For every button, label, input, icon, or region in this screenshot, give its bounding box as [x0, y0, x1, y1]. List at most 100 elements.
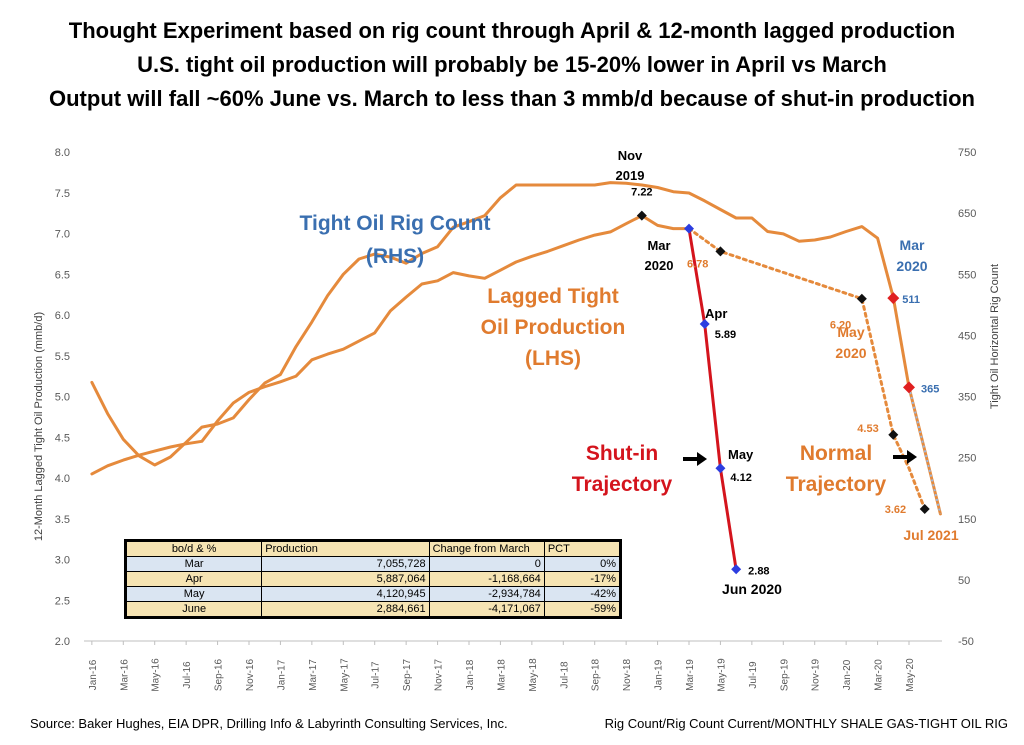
- chart-annotation: 2020: [835, 345, 866, 361]
- chart-annotation: May: [728, 447, 754, 462]
- x-tick-label: Jan-18: [465, 659, 476, 690]
- data-label: 5.89: [715, 329, 736, 341]
- chart-annotation: Normal: [800, 442, 872, 465]
- y2-tick-label: 650: [958, 208, 976, 220]
- data-label: 4.12: [730, 472, 751, 484]
- y2-tick-label: 250: [958, 453, 976, 465]
- y-tick-label: 5.5: [55, 351, 70, 363]
- table-cell: 0%: [543, 556, 622, 572]
- x-tick-label: Jul-18: [559, 661, 570, 689]
- x-tick-label: Jan-16: [88, 659, 99, 690]
- x-tick-label: Jan-17: [276, 659, 287, 690]
- x-tick-label: Mar-16: [119, 659, 130, 691]
- data-point-marker: [919, 503, 930, 514]
- chart-annotation: Jul 2021: [903, 527, 958, 543]
- chart-annotation: Trajectory: [572, 473, 673, 496]
- data-label: 3.62: [885, 504, 906, 516]
- normal-arrow-head: [907, 450, 917, 464]
- y-tick-label: 4.5: [55, 432, 70, 444]
- data-label: 2.88: [748, 565, 769, 577]
- x-tick-label: Mar-19: [685, 659, 696, 691]
- y-tick-label: 2.0: [55, 636, 70, 648]
- table-cell: -1,168,664: [428, 571, 545, 587]
- chart-annotation: Oil Production: [481, 316, 626, 339]
- data-label: 511: [902, 294, 920, 306]
- table-cell: PCT: [543, 540, 622, 557]
- table-cell: -42%: [543, 586, 622, 602]
- data-label: 4.53: [857, 423, 878, 435]
- table-cell: -17%: [543, 571, 622, 587]
- chart-annotation: May: [837, 324, 864, 340]
- chart-annotation: Nov: [618, 148, 643, 163]
- x-tick-label: May-16: [151, 658, 162, 692]
- x-tick-label: Sep-16: [214, 658, 225, 691]
- chart-annotation: (LHS): [525, 347, 581, 370]
- x-tick-label: May-20: [905, 658, 916, 692]
- table-cell: May: [124, 586, 263, 602]
- chart-annotation: 2020: [896, 258, 927, 274]
- production-line: [90, 181, 942, 516]
- x-tick-label: Jul-17: [371, 661, 382, 689]
- chart-annotation: Tight Oil Rig Count: [300, 212, 491, 235]
- chart-annotation: Mar: [900, 237, 925, 253]
- table-cell: -4,171,067: [428, 601, 545, 618]
- x-tick-label: May-17: [339, 658, 350, 692]
- data-point-marker: [699, 318, 710, 329]
- table-cell: -2,934,784: [428, 586, 545, 602]
- x-tick-label: Jul-16: [182, 661, 193, 689]
- y2-tick-label: 150: [958, 514, 976, 526]
- data-point-marker: [684, 223, 694, 234]
- shutin-arrow-head: [697, 452, 707, 466]
- chart-annotation: 2019: [616, 168, 645, 183]
- table-cell: 5,887,064: [261, 571, 430, 587]
- y-tick-label: 2.5: [55, 595, 70, 607]
- data-label: 7.22: [631, 187, 652, 199]
- table-row: June 2,884,661 -4,171,067 -59%: [124, 601, 622, 618]
- production-table: bo/d & % Production Change from March PCT Ma…: [124, 539, 622, 619]
- y2-tick-label: 350: [958, 392, 976, 404]
- data-point-marker: [888, 429, 899, 440]
- data-point-marker: [903, 381, 915, 394]
- x-tick-label: Mar-17: [308, 659, 319, 691]
- x-tick-label: Nov-19: [811, 658, 822, 691]
- production-line: [90, 214, 691, 476]
- table-cell: Mar: [124, 556, 263, 572]
- x-tick-label: Sep-19: [779, 658, 790, 691]
- y-tick-label: 3.5: [55, 514, 70, 526]
- y2-tick-label: 50: [958, 575, 970, 587]
- table-cell: 2,884,661: [261, 601, 430, 618]
- shutin-trajectory-line: [687, 227, 738, 571]
- y-axis-title: 12-Month Lagged Tight Oil Production (mm…: [33, 312, 45, 541]
- y-tick-label: 5.0: [55, 392, 70, 404]
- y-tick-label: 6.0: [55, 310, 70, 322]
- chart-title-line-3: Output will fall ~60% June vs. March to …: [49, 86, 975, 111]
- table-row: Mar 7,055,728 0 0%: [124, 556, 622, 572]
- y2-tick-label: 450: [958, 330, 976, 342]
- source-footnote: Source: Baker Hughes, EIA DPR, Drilling …: [30, 716, 508, 731]
- chart-annotation: Lagged Tight: [487, 285, 618, 308]
- table-cell: Apr: [124, 571, 263, 587]
- x-tick-label: Nov-16: [245, 658, 256, 691]
- y-tick-label: 7.0: [55, 229, 70, 241]
- data-point-marker: [731, 564, 742, 575]
- normal-trajectory-line: [687, 227, 927, 511]
- y2-tick-label: 750: [958, 147, 976, 159]
- table-row: May 4,120,945 -2,934,784 -42%: [124, 586, 622, 602]
- x-tick-label: Jan-20: [842, 659, 853, 690]
- data-label: 6.20: [830, 320, 851, 332]
- chart-title-line-1: Thought Experiment based on rig count th…: [68, 18, 956, 43]
- y-tick-label: 4.0: [55, 473, 70, 485]
- chart-annotation: Apr: [705, 306, 727, 321]
- rig-count-forecast-dots: [908, 387, 942, 515]
- chart-annotation: 2020: [645, 258, 674, 273]
- file-path-footnote: Rig Count/Rig Count Current/MONTHLY SHAL…: [604, 716, 1008, 731]
- data-point-marker: [636, 210, 647, 221]
- chart-title-line-2: U.S. tight oil production will probably …: [137, 52, 887, 77]
- table-cell: June: [124, 601, 263, 618]
- chart-annotation: Jun 2020: [722, 581, 782, 597]
- table-header-row: bo/d & % Production Change from March PCT: [124, 540, 622, 557]
- x-tick-label: Mar-20: [874, 659, 885, 691]
- chart-annotation: Mar: [647, 238, 670, 253]
- data-point-marker: [856, 293, 867, 304]
